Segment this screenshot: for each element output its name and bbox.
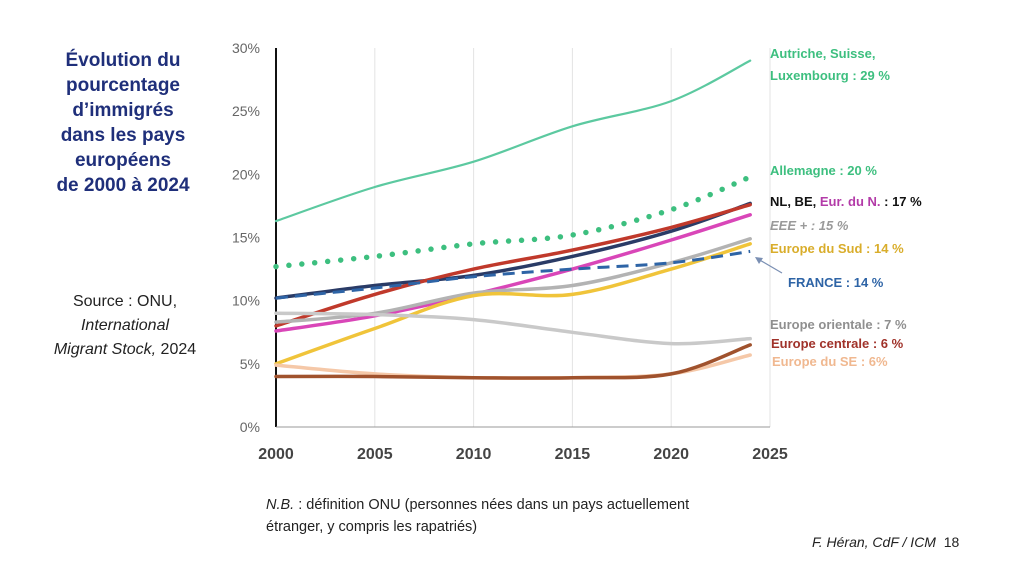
series-end-label: Europe orientale : 7 %	[770, 317, 907, 332]
title-line: européens	[74, 150, 172, 171]
tick-labels: 0% 5% 10% 15% 20% 25% 30% 2000 2005 2010 2015 2020 2…	[232, 40, 788, 463]
source-text: Source : ONU, International Migrant Stoc…	[30, 290, 220, 362]
series-end-label: Allemagne : 20 %	[770, 163, 877, 178]
y-tick-label: 0%	[240, 419, 260, 435]
series-lines	[273, 59, 753, 380]
page-number: 18	[943, 534, 960, 550]
chart-title: Évolution du pourcentage d’immigrés dans…	[28, 48, 218, 198]
series-line	[274, 237, 752, 324]
title-line: d’immigrés	[72, 100, 174, 121]
series-end-label-part: Eur. du N.	[820, 194, 881, 209]
x-tick-label: 2005	[357, 446, 393, 463]
source-line-2: International	[80, 317, 170, 334]
credit-author: F. Héran, CdF / ICM	[812, 534, 936, 550]
source-publication: Migrant Stock,	[53, 341, 157, 358]
y-tick-label: 20%	[232, 166, 260, 182]
footnote-nb: N.B.	[266, 497, 295, 513]
y-tick-label: 30%	[232, 40, 260, 56]
series-end-label: FRANCE : 14 %	[788, 275, 884, 290]
series-end-label: Europe du Sud : 14 %	[770, 241, 904, 256]
series-line	[274, 202, 752, 328]
series-end-label: NL, BE, Eur. du N. : 17 %	[770, 194, 922, 209]
y-tick-label: 5%	[240, 356, 260, 372]
x-tick-label: 2025	[752, 446, 788, 463]
series-end-label: Europe du SE : 6%	[772, 354, 888, 369]
x-tick-label: 2000	[258, 446, 294, 463]
footnote-text: : définition ONU (personnes nées dans un…	[266, 497, 690, 535]
series-end-labels: Autriche, Suisse, Luxembourg : 29 % Allema…	[755, 46, 922, 369]
series-line	[274, 311, 752, 346]
series-line	[274, 213, 752, 333]
footnote: N.B. : définition ONU (personnes nées da…	[266, 494, 726, 538]
france-pointer-arrowhead	[755, 257, 763, 264]
series-line	[274, 59, 752, 223]
x-tick-label: 2010	[456, 446, 492, 463]
series-end-label: Autriche, Suisse,	[770, 46, 875, 61]
y-tick-label: 10%	[232, 293, 260, 309]
series-line	[273, 174, 753, 270]
y-tick-label: 25%	[232, 103, 260, 119]
source-line-3: Migrant Stock, 2024	[30, 338, 220, 362]
x-tick-label: 2015	[555, 446, 591, 463]
title-line: Évolution du	[65, 50, 181, 71]
title-line: dans les pays	[60, 125, 186, 146]
source-year: 2024	[156, 341, 197, 358]
source-line-1: Source : ONU,	[72, 293, 178, 310]
title-line: pourcentage	[65, 75, 181, 96]
series-line	[274, 242, 752, 366]
series-end-label: Europe centrale : 6 %	[771, 336, 904, 351]
x-tick-label: 2020	[653, 446, 689, 463]
title-line: de 2000 à 2024	[56, 175, 190, 196]
series-end-label-part: : 17 %	[881, 194, 923, 209]
series-line	[274, 343, 752, 380]
grid-lines	[374, 48, 771, 427]
series-end-label: Luxembourg : 29 %	[770, 68, 890, 83]
series-line	[274, 201, 752, 300]
y-tick-label: 15%	[232, 230, 260, 246]
france-pointer-arrow	[757, 258, 783, 274]
series-line	[275, 249, 751, 300]
series-end-label: EEE + : 15 %	[770, 218, 849, 233]
credit: F. Héran, CdF / ICM 18	[812, 534, 959, 550]
series-end-label-part: NL, BE,	[770, 194, 820, 209]
